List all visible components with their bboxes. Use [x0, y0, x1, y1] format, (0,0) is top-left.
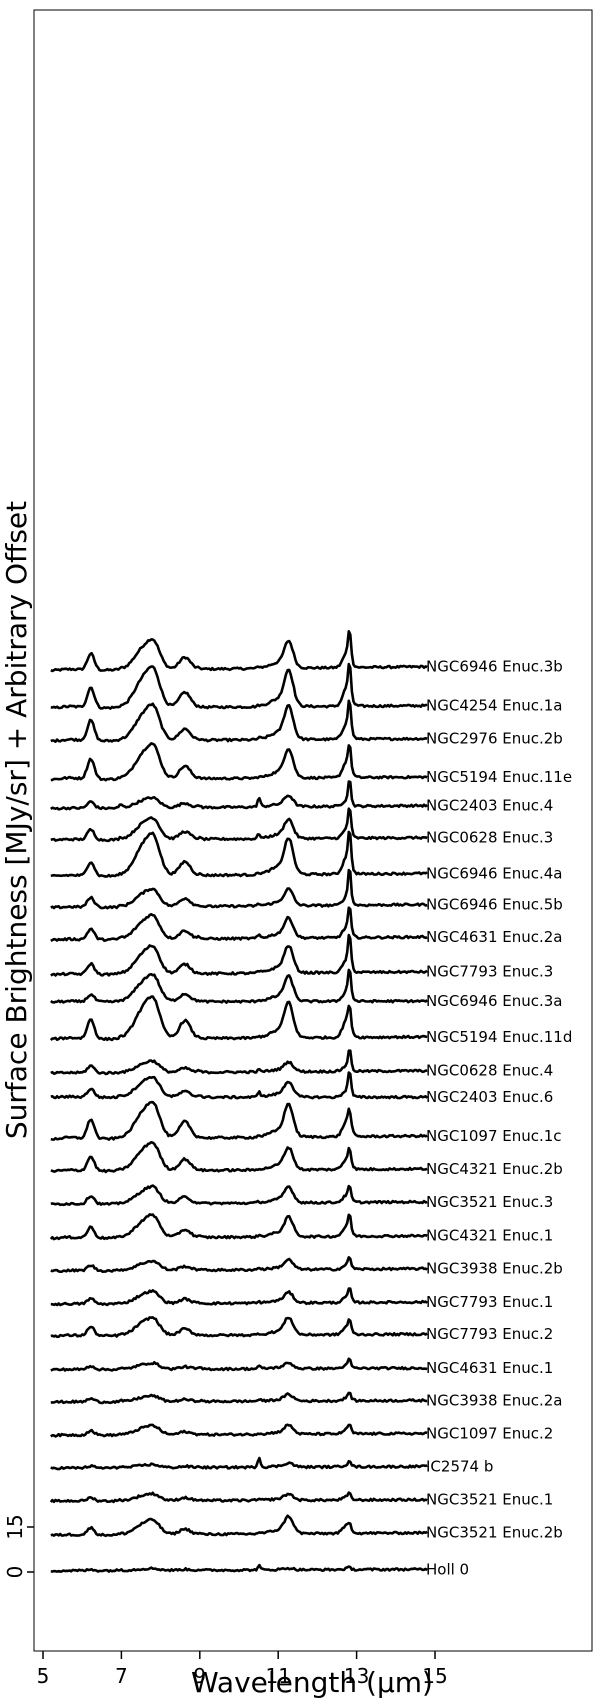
series-label: NGC0628 Enuc.4 — [426, 1062, 553, 1080]
series-line — [50, 699, 428, 743]
series-line — [50, 968, 428, 1004]
series-line — [50, 1391, 428, 1405]
series-labels: NGC6946 Enuc.3b NGC4254 Enuc.1a NGC2976 En… — [426, 658, 572, 1579]
series-label: NGC6946 Enuc.5b — [426, 896, 563, 914]
x-axis: 5 7 9 11 13 15 — [37, 1651, 448, 1688]
series-label: NGC5194 Enuc.11e — [426, 768, 572, 786]
series-label: NGC2403 Enuc.6 — [426, 1088, 553, 1106]
series-label: NGC4631 Enuc.1 — [426, 1359, 553, 1377]
series-label: NGC3521 Enuc.3 — [426, 1193, 553, 1211]
series-line — [50, 830, 428, 878]
y-axis-label: Surface Brightness [MJy/sr] + Arbitrary … — [0, 501, 33, 1139]
series-label: NGC3521 Enuc.1 — [426, 1491, 553, 1509]
x-tick-label: 15 — [422, 1664, 447, 1688]
series-label: IC2574 b — [426, 1457, 493, 1475]
series-line — [50, 1316, 428, 1339]
x-tick-label: 13 — [344, 1664, 369, 1688]
series-line — [50, 906, 428, 943]
series-label: NGC7793 Enuc.1 — [426, 1293, 553, 1311]
series-line — [49, 995, 428, 1042]
series-label: NGC6946 Enuc.3a — [426, 992, 563, 1010]
y-tick-label: 0 — [3, 1566, 27, 1579]
series-label: NGC4321 Enuc.2b — [426, 1160, 563, 1178]
series-line — [50, 630, 428, 673]
series-line — [50, 807, 428, 843]
x-tick-label: 11 — [265, 1664, 290, 1688]
series-line — [50, 780, 428, 811]
series-line — [50, 1140, 428, 1174]
series-layer — [49, 630, 429, 1573]
series-label: NGC6946 Enuc.4a — [426, 864, 563, 882]
series-label: Holl 0 — [426, 1560, 469, 1578]
y-tick-label: 15 — [3, 1514, 27, 1539]
series-label: NGC3938 Enuc.2b — [426, 1260, 563, 1278]
series-line — [50, 1357, 428, 1372]
series-line — [50, 868, 428, 910]
series-label: NGC1097 Enuc.2 — [426, 1424, 553, 1442]
series-line — [49, 1491, 428, 1504]
series-line — [50, 1071, 429, 1100]
series-label: NGC1097 Enuc.1c — [426, 1127, 562, 1145]
series-label: NGC5194 Enuc.11d — [426, 1028, 572, 1046]
series-label: NGC4254 Enuc.1a — [426, 697, 563, 715]
series-line — [50, 1514, 428, 1538]
series-label: NGC6946 Enuc.3b — [426, 658, 563, 676]
series-line — [50, 1184, 428, 1207]
x-axis-label: Wavelength (μm) — [191, 1666, 433, 1699]
series-label: NGC7793 Enuc.3 — [426, 963, 553, 981]
series-label: NGC2976 Enuc.2b — [426, 730, 563, 748]
series-label: NGC4321 Enuc.1 — [426, 1227, 553, 1245]
series-line — [50, 742, 428, 782]
series-line — [50, 933, 428, 977]
plot-frame — [33, 9, 593, 1652]
series-line — [50, 1049, 428, 1076]
x-tick-label: 9 — [193, 1664, 206, 1688]
series-line — [50, 1256, 428, 1273]
series-label: NGC2403 Enuc.4 — [426, 797, 553, 815]
series-line — [50, 662, 428, 710]
x-tick-label: 7 — [115, 1664, 128, 1688]
series-label: NGC0628 Enuc.3 — [426, 829, 553, 847]
series-line — [50, 1423, 428, 1438]
series-line — [49, 1213, 428, 1241]
series-label: NGC7793 Enuc.2 — [426, 1325, 553, 1343]
series-line — [50, 1456, 428, 1471]
x-tick-label: 5 — [37, 1664, 50, 1688]
series-line — [50, 1100, 428, 1141]
series-line — [50, 1287, 429, 1307]
y-axis: 0 15 — [3, 1514, 34, 1578]
series-label: NGC4631 Enuc.2a — [426, 928, 563, 946]
series-label: NGC3521 Enuc.2b — [426, 1524, 563, 1542]
series-label: NGC3938 Enuc.2a — [426, 1391, 563, 1409]
series-line — [50, 1563, 428, 1573]
